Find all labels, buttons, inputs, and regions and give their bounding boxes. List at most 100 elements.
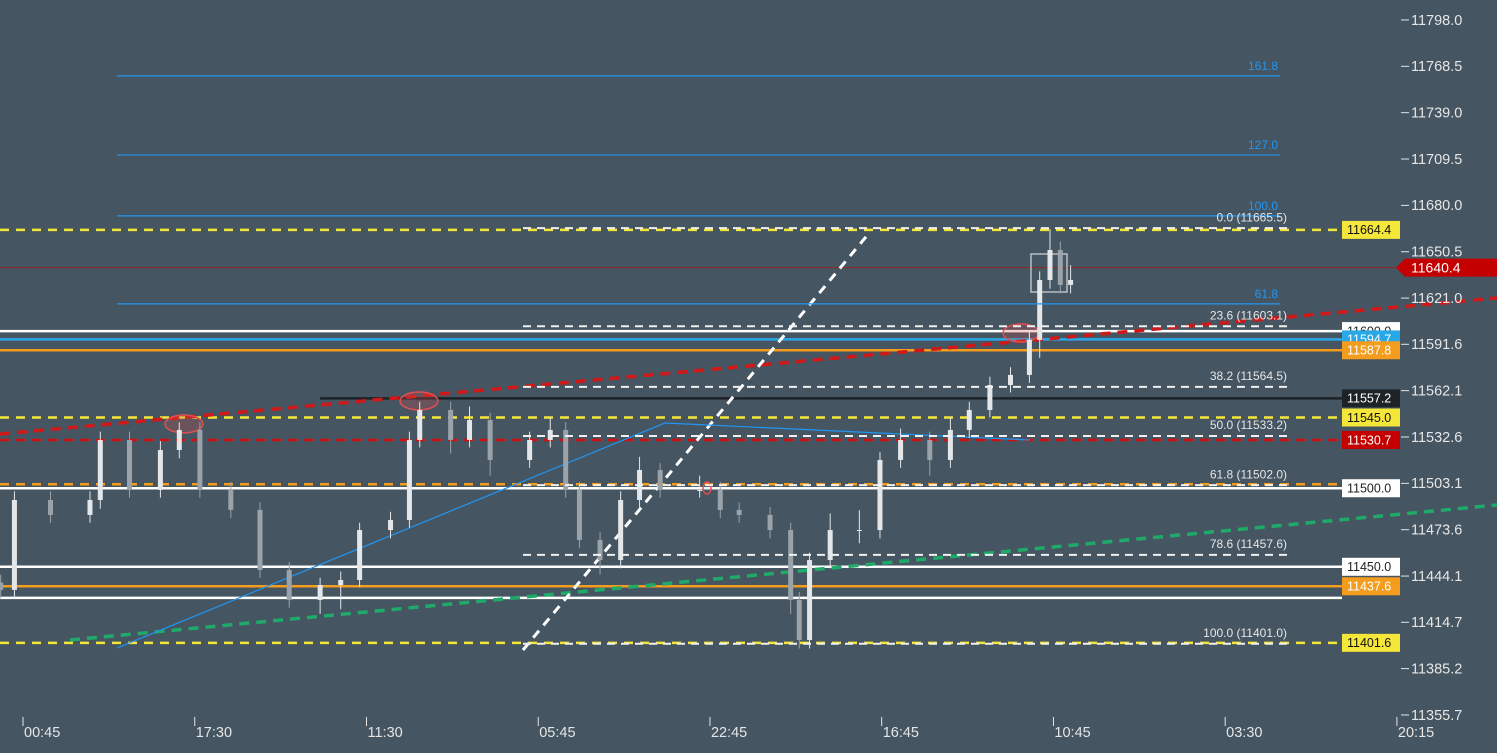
fib-extension-label: 100.0: [1248, 199, 1278, 213]
y-tick-label: 11473.6: [1411, 523, 1462, 539]
fib-extension-label: 161.8: [1248, 59, 1278, 73]
y-tick-label: 11680.0: [1411, 198, 1462, 214]
price-tag: [1342, 479, 1400, 498]
price-tag: [1342, 577, 1400, 596]
candle-body: [87, 500, 93, 515]
price-tag-label: 11500.0: [1347, 482, 1391, 496]
candle-body: [898, 439, 904, 460]
y-tick-label: 11798.0: [1411, 13, 1462, 29]
candle-body: [0, 582, 4, 590]
candle-body: [827, 530, 833, 561]
candle-body: [47, 500, 53, 515]
candle-body: [877, 459, 883, 531]
price-tag-label: 11530.7: [1347, 433, 1391, 447]
y-tick-label: 11591.6: [1411, 337, 1462, 353]
x-tick-label: 03:30: [1226, 725, 1262, 741]
price-tag: [1342, 633, 1400, 652]
trend-line: [116, 422, 1031, 649]
candle-body: [856, 530, 862, 532]
fib-retracement-label: 0.0 (11665.5): [1217, 210, 1288, 224]
candle-body: [563, 429, 569, 490]
fib-retracement-label: 100.0 (11401.0): [1203, 626, 1287, 640]
y-tick-label: 11355.7: [1411, 708, 1462, 724]
fib-extension-label: 61.8: [1255, 287, 1279, 301]
candle-body: [947, 429, 953, 460]
x-tick-label: 11:30: [367, 725, 402, 741]
candle-body: [736, 509, 742, 515]
candle-body: [388, 519, 394, 531]
candle-body: [11, 500, 17, 590]
axes: 11798.0 11768.5 11739.0 11709.5 11680.0 11650…: [22, 13, 1462, 741]
y-tick-label: 11768.5: [1411, 59, 1462, 75]
candle-body: [796, 599, 802, 641]
candle-body: [788, 530, 794, 600]
fib-retracement-label: 38.2 (11564.5): [1210, 369, 1287, 383]
candle-body: [357, 530, 363, 580]
candle-body: [597, 539, 603, 561]
price-tag: [1342, 220, 1400, 239]
candle-body: [807, 560, 813, 641]
candle-body: [697, 489, 703, 491]
price-tag: [1342, 557, 1400, 576]
candle-body: [228, 489, 234, 510]
candle-body: [1068, 280, 1074, 285]
price-tag-label: 11664.4: [1347, 223, 1391, 237]
highlight: [164, 414, 204, 434]
price-tag: [1342, 341, 1400, 360]
fib-retracement-label: 50.0 (11533.2): [1210, 418, 1287, 432]
candle-body: [1057, 250, 1063, 285]
candle-body: [1037, 280, 1043, 340]
trend-line: [0, 296, 1497, 436]
price-tag: [1342, 430, 1400, 449]
x-tick-label: 22:45: [711, 725, 747, 741]
x-tick-label: 20:15: [1398, 725, 1434, 741]
price-tag: [1342, 408, 1400, 427]
highlight: [399, 391, 439, 411]
price-tag: [1342, 389, 1400, 408]
candle-body: [157, 450, 163, 490]
x-tick-label: 05:45: [539, 725, 575, 741]
candle-body: [1026, 339, 1032, 375]
price-tag-label: 11437.6: [1347, 580, 1391, 594]
candle-body: [126, 439, 132, 490]
price-tag-label: 11587.8: [1347, 344, 1391, 358]
candle-body: [487, 420, 493, 460]
candle-body: [657, 469, 663, 490]
y-tick-label: 11739.0: [1411, 105, 1462, 121]
trend-line: [69, 503, 1497, 642]
price-tags: 11664.411640.411600.011594.711587.811557…: [1342, 220, 1497, 652]
candle-body: [338, 579, 344, 586]
trend-line: [521, 231, 872, 651]
fib-extension-label: 127.0: [1248, 138, 1278, 152]
y-tick-label: 11562.1: [1411, 383, 1462, 399]
candle-body: [987, 384, 993, 410]
price-tag-label: 11557.2: [1347, 392, 1391, 406]
candle-body: [767, 514, 773, 531]
fib-retracement-label: 78.6 (11457.6): [1210, 537, 1287, 551]
fib-retracement-label: 23.6 (11603.1): [1210, 308, 1287, 322]
candle-body: [966, 409, 972, 430]
y-tick-label: 11532.6: [1411, 430, 1462, 446]
candle-body: [197, 429, 203, 490]
y-tick-label: 11621.0: [1411, 291, 1462, 307]
x-tick-label: 17:30: [196, 725, 232, 741]
candles: [0, 228, 1074, 649]
candle-body: [286, 569, 292, 600]
x-tick-label: 00:45: [24, 725, 60, 741]
price-tag-label: 11545.0: [1347, 411, 1391, 425]
candle-body: [618, 500, 624, 561]
price-tag: [1396, 258, 1497, 277]
candle-body: [97, 439, 103, 501]
candle-body: [1047, 250, 1053, 281]
y-tick-label: 11444.1: [1411, 569, 1462, 585]
fib-retracement-label: 61.8 (11502.0): [1210, 467, 1287, 481]
candle-body: [317, 585, 323, 600]
levels: [0, 228, 1400, 645]
candle-body: [1008, 374, 1014, 385]
y-tick-label: 11503.1: [1411, 476, 1462, 492]
price-tag-label: 11450.0: [1347, 560, 1391, 574]
candle-body: [257, 509, 263, 570]
candle-body: [717, 489, 723, 510]
